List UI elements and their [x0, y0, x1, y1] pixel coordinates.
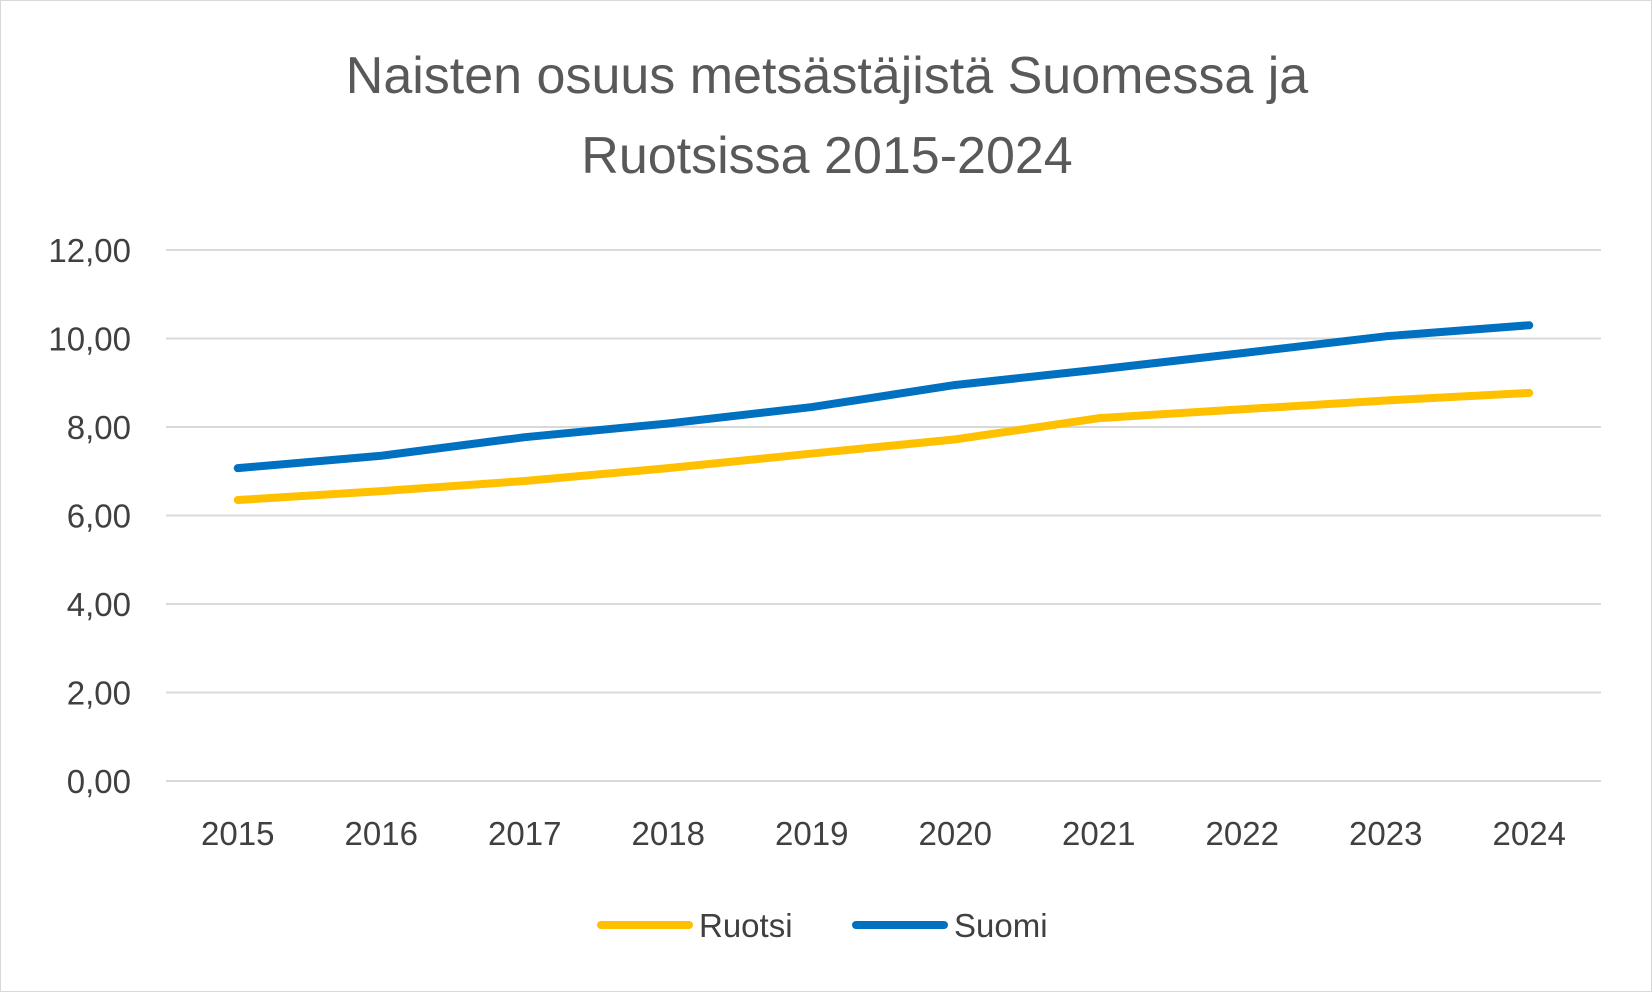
x-tick-label: 2018 [632, 815, 705, 852]
x-tick-label: 2016 [345, 815, 418, 852]
y-tick-label: 6,00 [67, 498, 131, 535]
legend: Ruotsi Suomi [597, 907, 1048, 944]
series-line-ruotsi [233, 388, 1534, 505]
y-tick-label: 12,00 [48, 232, 131, 269]
legend-label-suomi: Suomi [954, 907, 1048, 944]
x-tick-label: 2024 [1493, 815, 1566, 852]
x-tick-label: 2021 [1062, 815, 1135, 852]
x-tick-label: 2023 [1349, 815, 1422, 852]
x-axis-tick-labels: 2015 2016 2017 2018 2019 2020 2021 2022 2023 2024 [201, 815, 1566, 852]
y-tick-label: 4,00 [67, 586, 131, 623]
series-lines [233, 321, 1534, 505]
y-axis-tick-labels: 0,00 2,00 4,00 6,00 8,00 10,00 12,00 [48, 232, 131, 800]
x-tick-label: 2017 [488, 815, 561, 852]
y-tick-label: 2,00 [67, 675, 131, 712]
x-tick-label: 2019 [775, 815, 848, 852]
y-tick-label: 8,00 [67, 409, 131, 446]
gridlines [166, 249, 1601, 782]
legend-label-ruotsi: Ruotsi [699, 907, 793, 944]
y-tick-label: 0,00 [67, 763, 131, 800]
series-line-suomi [233, 321, 1534, 473]
x-tick-label: 2015 [201, 815, 274, 852]
x-tick-label: 2020 [919, 815, 992, 852]
chart-title: Naisten osuus metsästäjistä Suomessa ja … [346, 47, 1309, 185]
chart-title-line-2: Ruotsissa 2015-2024 [581, 127, 1072, 185]
y-tick-label: 10,00 [48, 321, 131, 358]
x-tick-label: 2022 [1206, 815, 1279, 852]
chart-title-line-1: Naisten osuus metsästäjistä Suomessa ja [346, 47, 1309, 105]
